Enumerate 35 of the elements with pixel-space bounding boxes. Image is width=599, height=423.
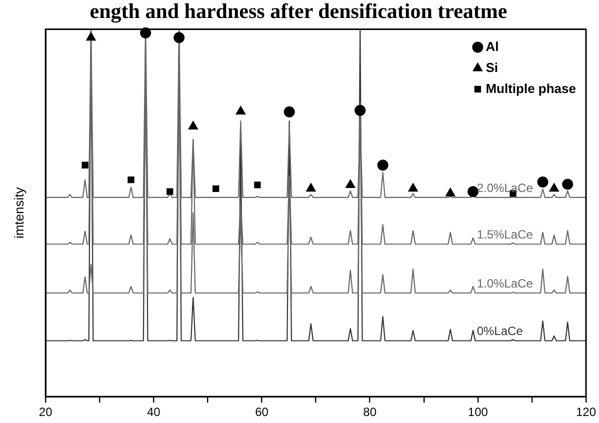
x-tick-label: 60 (255, 405, 269, 420)
point (408, 183, 418, 192)
y-axis-title: imtensity (11, 186, 26, 239)
point (86, 32, 96, 41)
x-tick-label: 20 (38, 405, 53, 420)
series-label: 2.0%LaCe (476, 180, 534, 195)
series-label: 1.0%LaCe (476, 276, 534, 290)
x-tick-label: 80 (363, 405, 377, 420)
legend-label: Multiple phase (486, 80, 576, 96)
x-tick-label: 40 (147, 405, 161, 420)
point (284, 106, 295, 118)
legend-label: Al (486, 38, 499, 54)
x-tick-label: 120 (576, 405, 596, 420)
point (377, 160, 388, 171)
series-label: 0%LaCe (476, 324, 524, 338)
x-tick-label: 100 (468, 405, 488, 420)
point (354, 104, 366, 116)
point (82, 162, 88, 168)
point (254, 182, 261, 188)
point (446, 188, 456, 196)
point (468, 186, 479, 198)
point (236, 106, 246, 114)
legend-label: Si (486, 60, 498, 75)
point (306, 183, 316, 192)
series-label: 1.5%LaCe (476, 227, 534, 242)
point (212, 185, 220, 192)
point (128, 176, 134, 184)
point (174, 32, 185, 44)
point (562, 178, 574, 190)
point (188, 121, 198, 130)
point (537, 176, 548, 188)
point (166, 188, 174, 195)
chart-title: ength and hardness after densification treatme (90, 0, 508, 24)
point (346, 179, 356, 188)
point (549, 183, 559, 192)
